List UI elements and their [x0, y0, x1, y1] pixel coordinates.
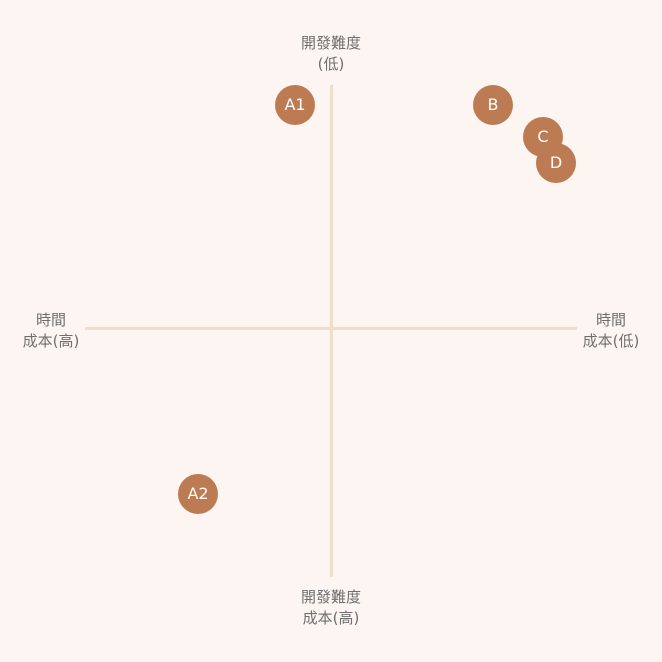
axis-label-left: 時間 成本(高) [6, 310, 96, 352]
axis-label-bottom-line2: 成本(高) [302, 609, 360, 627]
axis-label-left-line1: 時間 [35, 311, 66, 329]
point-a2: A2 [178, 474, 218, 514]
axis-label-bottom-line1: 開發難度 [300, 588, 361, 606]
axis-label-right-line2: 成本(低) [582, 332, 640, 350]
axis-label-right-line1: 時間 [595, 311, 626, 329]
point-a1: A1 [275, 85, 315, 125]
point-d: D [536, 143, 576, 183]
vertical-axis [330, 85, 333, 577]
point-b: B [473, 85, 513, 125]
axis-label-bottom: 開發難度 成本(高) [281, 587, 381, 629]
axis-label-top: 開發難度 (低) [281, 33, 381, 75]
axis-label-left-line2: 成本(高) [22, 332, 80, 350]
axis-label-right: 時間 成本(低) [566, 310, 656, 352]
horizontal-axis [85, 327, 577, 330]
axis-label-top-line2: (低) [317, 55, 345, 73]
axis-label-top-line1: 開發難度 [300, 34, 361, 52]
